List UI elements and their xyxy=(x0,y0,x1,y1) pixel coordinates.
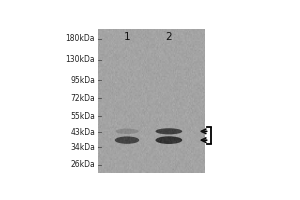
Text: 34kDa: 34kDa xyxy=(70,143,95,152)
Ellipse shape xyxy=(155,128,182,134)
Text: 180kDa: 180kDa xyxy=(66,34,95,43)
Text: 1: 1 xyxy=(124,32,130,42)
Ellipse shape xyxy=(116,129,139,134)
Ellipse shape xyxy=(115,136,139,144)
Bar xyxy=(98,29,205,173)
Text: 43kDa: 43kDa xyxy=(70,128,95,137)
Text: 2: 2 xyxy=(166,32,172,42)
Text: 55kDa: 55kDa xyxy=(70,112,95,121)
Ellipse shape xyxy=(155,136,182,144)
Text: 72kDa: 72kDa xyxy=(70,94,95,103)
Text: 95kDa: 95kDa xyxy=(70,76,95,85)
Text: 26kDa: 26kDa xyxy=(70,160,95,169)
Text: 130kDa: 130kDa xyxy=(65,55,95,64)
